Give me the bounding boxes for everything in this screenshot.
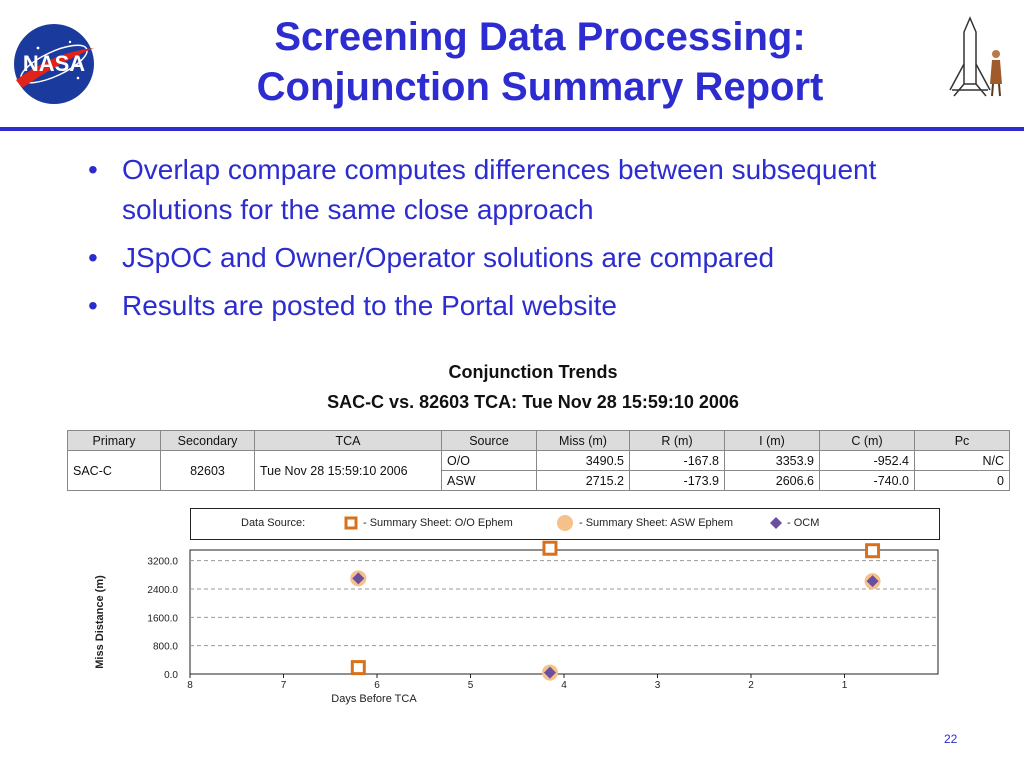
- slide-title-line-1: Screening Data Processing:: [274, 15, 806, 59]
- legend-asw: - Summary Sheet: ASW Ephem: [579, 517, 734, 529]
- x-tick-label: 8: [187, 680, 193, 691]
- svg-text:NASA: NASA: [23, 51, 85, 76]
- ocm-point: [352, 572, 365, 585]
- col-header: TCA: [254, 430, 442, 451]
- col-header: R (m): [629, 430, 725, 451]
- bullet-text: JSpOC and Owner/Operator solutions are c…: [122, 242, 775, 273]
- y-axis-label: Miss Distance (m): [94, 575, 106, 669]
- col-header: I (m): [724, 430, 820, 451]
- c-cell: -740.0: [819, 470, 915, 491]
- oo-point: [542, 540, 558, 556]
- table-row: SAC-C 82603 Tue Nov 28 15:59:10 2006 O/O…: [67, 450, 1010, 491]
- bullet-item: • Results are posted to the Portal websit…: [88, 286, 968, 326]
- i-cell: 2606.6: [724, 470, 820, 491]
- page-number: 22: [944, 732, 958, 746]
- x-tick-label: 3: [655, 680, 661, 691]
- y-tick-label: 1600.0: [147, 613, 178, 624]
- miss-cell: 3490.5: [536, 450, 630, 471]
- y-tick-label: 800.0: [153, 642, 178, 653]
- y-tick-label: 3200.0: [147, 557, 178, 568]
- ocm-point: [543, 666, 556, 679]
- pc-cell: 0: [914, 470, 1010, 491]
- ocm-point: [866, 575, 879, 588]
- r-cell: -173.9: [629, 470, 725, 491]
- col-header: Pc: [914, 430, 1010, 451]
- slide-title-line-2: Conjunction Summary Report: [256, 65, 824, 109]
- x-tick-label: 6: [374, 680, 380, 691]
- report-subtitle: SAC-C vs. 82603 TCA: Tue Nov 28 15:59:10…: [327, 392, 739, 412]
- col-header: Miss (m): [536, 430, 630, 451]
- pc-cell: N/C: [914, 450, 1010, 471]
- table-header-row: Primary Secondary TCA Source Miss (m) R …: [67, 430, 1010, 451]
- bullet-dot-icon: •: [88, 242, 98, 273]
- oo-point: [350, 660, 366, 676]
- bullet-dot-icon: •: [88, 290, 98, 321]
- col-header: C (m): [819, 430, 915, 451]
- source-cell: O/O: [441, 450, 537, 471]
- oo-point: [865, 543, 881, 559]
- bullet-text: Overlap compare computes differences bet…: [122, 154, 877, 225]
- nasa-logo: NASA: [14, 24, 94, 104]
- r-cell: -167.8: [629, 450, 725, 471]
- bullet-dot-icon: •: [88, 154, 98, 185]
- x-tick-label: 5: [468, 680, 474, 691]
- col-header: Source: [441, 430, 537, 451]
- legend-label: Data Source:: [241, 517, 306, 529]
- tca-cell: Tue Nov 28 15:59:10 2006: [254, 450, 442, 491]
- table-row: ASW 2715.2 -173.9 2606.6 -740.0 0: [68, 470, 1010, 491]
- legend-oo: - Summary Sheet: O/O Ephem: [363, 517, 513, 529]
- col-header: Primary: [67, 430, 161, 451]
- legend-ocm: - OCM: [787, 517, 820, 529]
- col-header: Secondary: [160, 430, 255, 451]
- x-tick-label: 1: [842, 680, 848, 691]
- slide-title: Screening Data Processing: Conjunction S…: [130, 12, 950, 112]
- x-tick-label: 7: [281, 680, 287, 691]
- miss-cell: 2715.2: [536, 470, 630, 491]
- primary-cell: SAC-C: [67, 450, 161, 491]
- x-tick-label: 4: [561, 680, 567, 691]
- title-divider: [0, 127, 1024, 131]
- report-title: Conjunction Trends: [448, 362, 618, 382]
- y-tick-label: 2400.0: [147, 585, 178, 596]
- chart-legend: Data Source: - Summary Sheet: O/O Ephem …: [190, 508, 940, 540]
- i-cell: 3353.9: [724, 450, 820, 471]
- bullet-list: • Overlap compare computes differences be…: [88, 150, 968, 334]
- x-tick-label: 2: [748, 680, 754, 691]
- y-tick-label: 0.0: [164, 670, 178, 681]
- square-marker-icon: [344, 516, 358, 530]
- source-cell: ASW: [441, 470, 537, 491]
- circle-marker-icon: [557, 515, 573, 531]
- bullet-text: Results are posted to the Portal website: [122, 290, 617, 321]
- bullet-item: • Overlap compare computes differences be…: [88, 150, 968, 230]
- rocket-person-icon: [949, 16, 1002, 97]
- c-cell: -952.4: [819, 450, 915, 471]
- x-axis-label: Days Before TCA: [331, 693, 417, 705]
- miss-distance-chart: 0.0 800.0 1600.0 2400.0 3200.0 8 7 6 5 4 3 2 1 Days B…: [94, 540, 939, 705]
- conjunction-table: Primary Secondary TCA Source Miss (m) R …: [67, 430, 1010, 491]
- plot-area: [189, 549, 939, 675]
- secondary-cell: 82603: [160, 450, 255, 491]
- bullet-item: • JSpOC and Owner/Operator solutions are …: [88, 238, 968, 278]
- diamond-marker-icon: [770, 517, 782, 529]
